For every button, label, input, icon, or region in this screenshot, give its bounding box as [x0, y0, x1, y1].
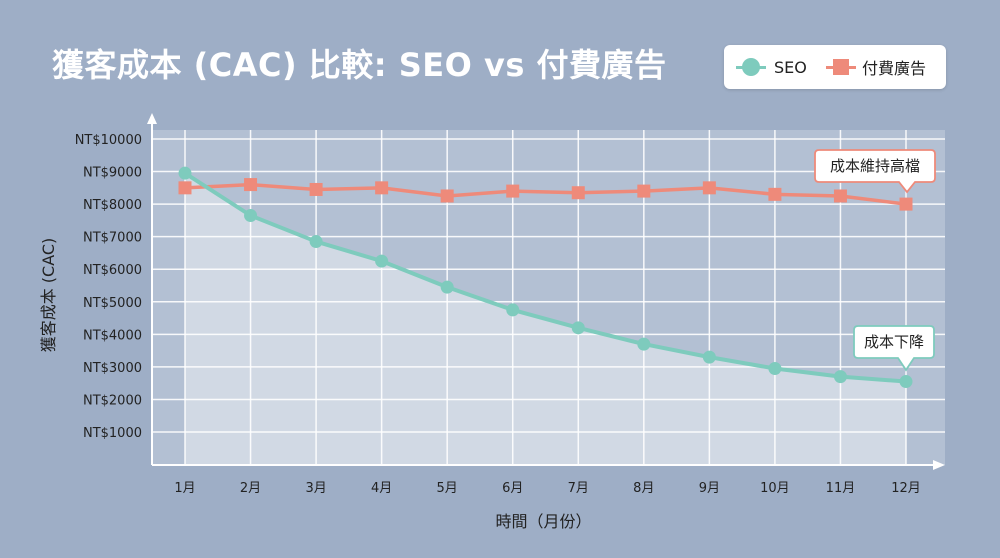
chart-legend: SEO 付費廣告 [724, 45, 946, 89]
data-point-seo [440, 280, 454, 294]
x-tick-label: 3月 [305, 481, 326, 496]
data-point-paid [702, 181, 716, 195]
legend-paid-label: 付費廣告 [862, 59, 927, 78]
data-point-paid [768, 187, 782, 201]
y-tick-label: NT$9000 [83, 166, 142, 181]
x-tick-label: 5月 [437, 481, 458, 496]
legend-seo-label: SEO [774, 57, 807, 77]
data-point-paid [375, 181, 389, 195]
data-point-paid [440, 189, 454, 203]
x-tick-label: 10月 [760, 481, 790, 496]
x-tick-label: 11月 [826, 481, 856, 496]
y-axis-arrow [147, 113, 157, 124]
x-tick-label: 7月 [568, 481, 589, 496]
data-point-paid [309, 182, 323, 196]
annotation-paid-text: 成本維持高檔 [830, 157, 920, 175]
chart-title: 獲客成本 (CAC) 比較: SEO vs 付費廣告 [52, 46, 667, 84]
x-tick-label: 8月 [633, 481, 654, 496]
data-point-seo [244, 209, 258, 223]
data-point-seo [178, 166, 192, 180]
x-tick-label: 6月 [502, 481, 523, 496]
x-axis-arrow [933, 460, 945, 470]
data-point-paid [178, 181, 192, 195]
x-tick-label: 12月 [891, 481, 921, 496]
data-point-paid [506, 184, 520, 198]
data-point-seo [768, 362, 782, 376]
x-tick-label: 1月 [174, 481, 195, 496]
data-point-paid [637, 184, 651, 198]
y-axis-title: 獲客成本 (CAC) [39, 238, 58, 353]
data-point-seo [899, 375, 913, 389]
annotation-seo-box [853, 325, 935, 372]
data-point-paid [244, 178, 258, 192]
series-line-paid [184, 182, 907, 206]
y-tick-label: NT$1000 [83, 426, 142, 441]
y-tick-label: NT$8000 [83, 198, 142, 213]
y-tick-label: NT$7000 [83, 231, 142, 246]
x-tick-label: 4月 [371, 481, 392, 496]
data-point-seo [506, 303, 520, 317]
x-tick-label: 2月 [240, 481, 261, 496]
data-point-paid [571, 186, 585, 200]
data-point-seo [637, 337, 651, 351]
legend-item-paid: 付費廣告 [826, 45, 941, 89]
data-point-paid [899, 197, 913, 211]
y-tick-label: NT$5000 [83, 296, 142, 311]
data-point-paid [833, 189, 847, 203]
data-point-seo [833, 370, 847, 384]
data-point-seo [375, 254, 389, 268]
y-tick-label: NT$10000 [75, 133, 142, 148]
data-point-seo [702, 350, 716, 364]
y-tick-label: NT$2000 [83, 393, 142, 408]
x-axis-title: 時間（月份） [495, 512, 591, 531]
data-point-seo [571, 321, 585, 335]
legend-seo-marker [742, 58, 760, 76]
y-tick-label: NT$4000 [83, 328, 142, 343]
series-line-seo [183, 171, 907, 384]
y-tick-label: NT$6000 [83, 263, 142, 278]
data-point-seo [309, 235, 323, 249]
x-tick-label: 9月 [699, 481, 720, 496]
legend-paid-marker [833, 59, 849, 75]
annotation-paid-box [814, 149, 936, 194]
annotation-seo-text: 成本下降 [864, 333, 924, 351]
y-tick-label: NT$3000 [83, 361, 142, 376]
legend-item-seo: SEO [736, 45, 826, 89]
